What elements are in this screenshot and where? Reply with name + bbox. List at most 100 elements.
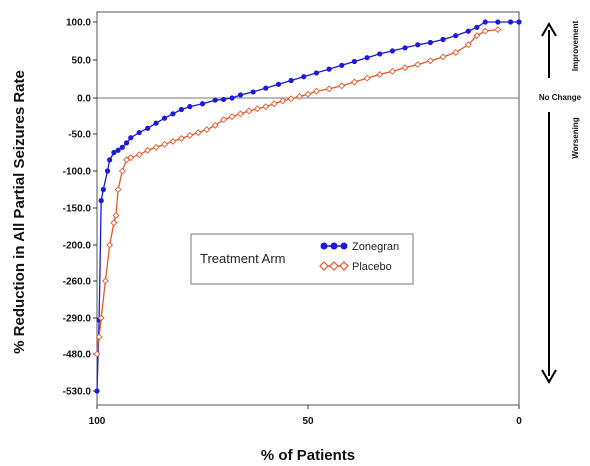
y-tick-label: -530.0 [63,387,92,398]
data-point-zonegran [453,33,459,39]
data-point-zonegran [389,48,395,54]
y-axis-title: % Reduction in All Partial Seizures Rate [11,70,28,354]
data-point-zonegran [275,81,282,87]
data-point-zonegran [229,95,235,101]
data-point-placebo [228,113,236,121]
y-tick-label: -290.0 [63,314,92,325]
y-axis-ticks: 100.0 50.0 0.0 -50.0 -100.0 -150.0 -200.0 -260.… [63,18,97,398]
legend-swatch-placebo [319,261,349,271]
series-layer [93,19,522,394]
data-point-placebo [388,67,396,75]
data-point-zonegran [237,92,244,98]
data-point-placebo [211,121,219,129]
data-point-placebo [144,146,152,154]
data-point-zonegran [516,19,522,25]
data-point-placebo [253,105,261,113]
data-point-placebo [135,151,143,159]
data-point-placebo [169,137,177,145]
worsening-label: Worsening [571,117,580,158]
data-point-zonegran [107,157,113,163]
data-point-zonegran [100,186,106,193]
data-point-placebo [313,87,320,95]
data-point-zonegran [351,58,358,65]
data-point-zonegran [199,101,206,107]
no-change-label: No Change [539,93,582,102]
y-tick-label: -480.0 [63,350,92,361]
data-point-placebo [494,26,502,34]
data-point-placebo [97,314,105,322]
data-point-zonegran [221,96,227,103]
data-point-placebo [363,74,371,82]
data-point-placebo [194,129,202,136]
data-point-placebo [338,82,346,90]
y-tick-label: -200.0 [63,241,92,252]
data-point-zonegran [377,51,383,57]
data-point-zonegran [339,62,345,68]
data-point-placebo [203,126,211,134]
data-point-zonegran [170,111,176,117]
data-point-zonegran [465,28,471,34]
data-point-zonegran [153,120,159,126]
data-point-zonegran [111,149,117,156]
legend: Treatment Arm Zonegran Placebo [190,233,414,285]
legend-box [190,233,414,285]
data-point-zonegran [119,144,125,150]
data-point-placebo [245,107,253,115]
data-point-placebo [127,154,135,162]
x-tick-label: 0 [516,416,522,427]
data-point-placebo [237,110,244,118]
data-point-zonegran [440,36,446,43]
data-point-placebo [262,103,270,111]
data-point-placebo [114,186,122,193]
data-point-zonegran [94,388,100,394]
data-point-placebo [102,277,109,285]
data-point-zonegran [482,19,488,25]
data-point-zonegran [301,74,307,80]
data-point-placebo [152,143,160,151]
data-point-zonegran [474,24,480,30]
y-tick-label: -50.0 [68,130,91,141]
data-point-zonegran [415,42,421,48]
y-tick-label: 0.0 [77,94,91,105]
data-point-placebo [93,350,101,358]
data-point-placebo [426,57,434,65]
data-point-placebo [279,97,287,105]
y-tick-label: -260.0 [63,277,92,288]
improvement-label: Improvement [571,21,580,72]
data-point-placebo [473,32,481,40]
data-point-zonegran [178,106,184,113]
data-point-zonegran [104,168,111,174]
data-point-placebo [350,78,358,86]
data-point-placebo [95,333,103,341]
data-point-placebo [186,132,194,139]
worsening-arrow [541,112,557,384]
y-tick-label: 100.0 [66,18,91,29]
data-point-placebo [287,95,295,103]
data-point-zonegran [187,104,193,110]
plot-frame [96,11,520,406]
legend-label-placebo: Placebo [352,261,392,273]
y-tick-label: 50.0 [72,56,92,67]
x-axis-ticks: 100 50 0 [89,405,522,427]
x-tick-label: 50 [302,416,314,427]
data-point-zonegran [212,97,218,103]
y-tick-label: -100.0 [63,167,92,178]
y-tick-label: -150.0 [63,204,92,215]
data-point-placebo [220,116,228,124]
legend-swatch-zonegran [320,242,348,250]
data-point-placebo [123,156,130,164]
x-tick-label: 100 [89,416,106,427]
data-point-zonegran [263,85,269,91]
data-point-placebo [161,140,168,148]
data-point-zonegran [161,115,168,121]
data-point-placebo [481,27,489,35]
data-point-zonegran [364,55,370,61]
data-point-placebo [177,135,185,142]
data-point-zonegran [507,19,514,25]
data-point-placebo [112,211,120,219]
data-point-zonegran [402,45,408,51]
data-point-placebo [325,85,333,93]
legend-title: Treatment Arm [200,251,285,266]
data-point-placebo [376,71,384,78]
